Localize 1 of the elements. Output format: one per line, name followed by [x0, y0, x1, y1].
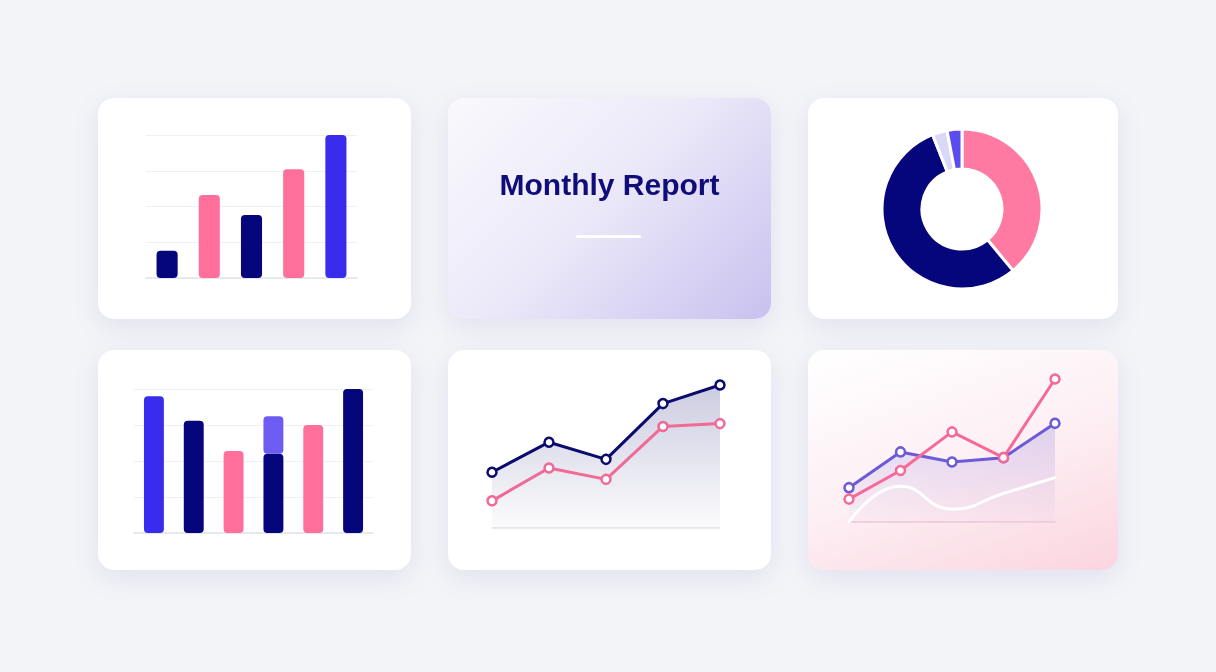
text: Monthly Report	[498, 167, 721, 203]
